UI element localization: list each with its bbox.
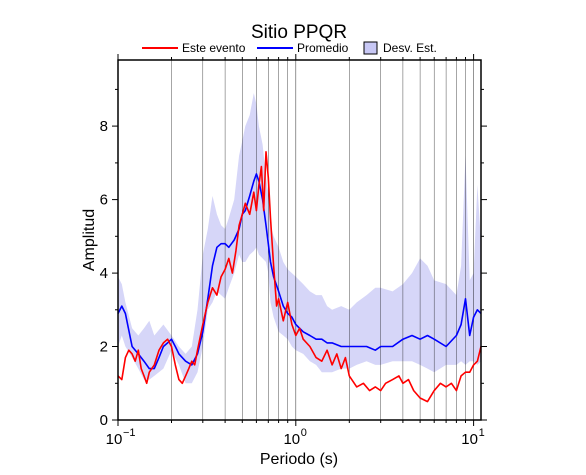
y-tick-label: 8 bbox=[100, 118, 108, 135]
plot-frame bbox=[117, 59, 482, 421]
legend: Este evento Promedio Desv. Est. bbox=[142, 41, 437, 55]
series-line-promedio bbox=[117, 173, 482, 370]
legend-label: Este evento bbox=[182, 41, 246, 55]
grid-layer bbox=[171, 60, 474, 420]
y-tick-label: 0 bbox=[100, 412, 108, 429]
chart-title: Sitio PPQR bbox=[251, 22, 347, 43]
x-tick-label-exponent: −1 bbox=[123, 427, 136, 439]
legend-swatch bbox=[363, 41, 378, 55]
x-axis-label: Periodo (s) bbox=[260, 451, 338, 468]
legend-label: Promedio bbox=[297, 41, 349, 55]
x-tick-label: 10 bbox=[106, 431, 123, 448]
series-line-este-evento bbox=[117, 151, 482, 403]
y-tick-label: 2 bbox=[100, 339, 108, 356]
y-axis-label: Amplitud bbox=[81, 209, 98, 271]
x-tick-label-exponent: 0 bbox=[301, 427, 307, 439]
x-tick-label: 10 bbox=[461, 431, 478, 448]
y-tick-label: 4 bbox=[100, 265, 108, 282]
x-tick-label-exponent: 1 bbox=[479, 427, 485, 439]
std-band-layer bbox=[118, 93, 481, 384]
std-band bbox=[118, 93, 481, 384]
y-tick-label: 6 bbox=[100, 192, 108, 209]
legend-label: Desv. Est. bbox=[383, 41, 437, 55]
series-layer bbox=[117, 151, 482, 403]
x-tick-label: 10 bbox=[283, 431, 300, 448]
